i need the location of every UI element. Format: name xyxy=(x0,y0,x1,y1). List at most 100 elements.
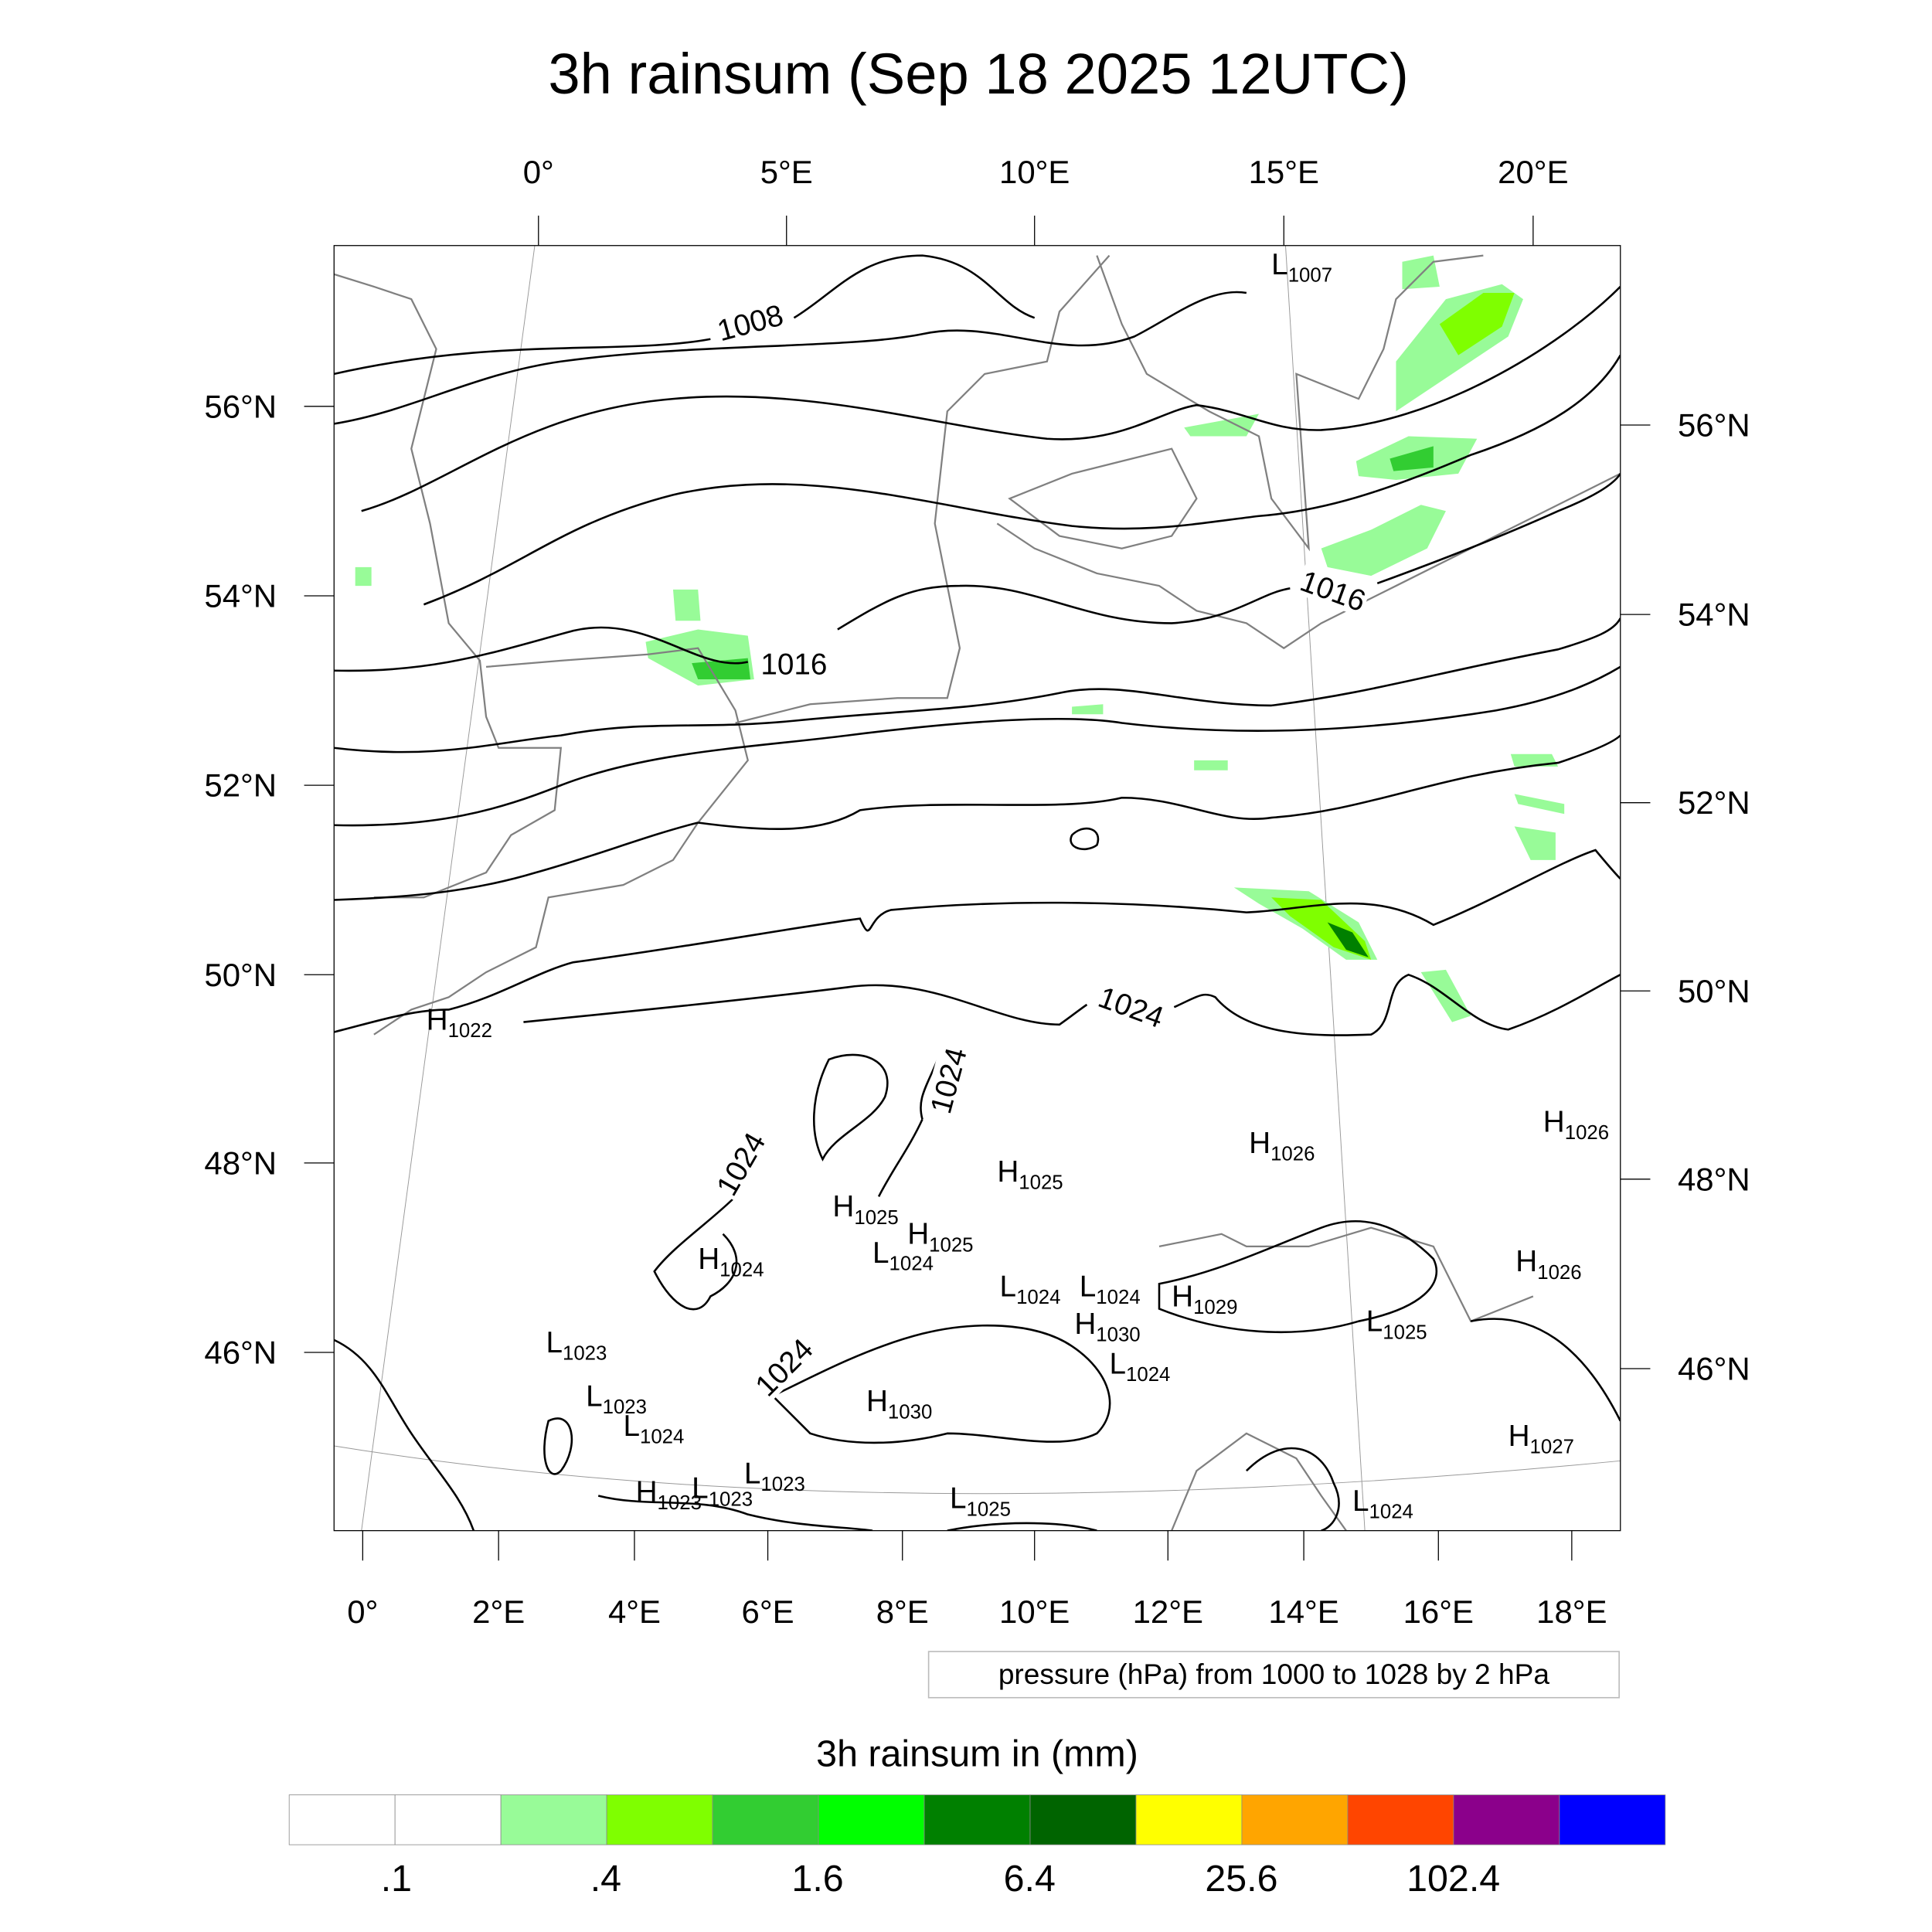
isobar-label: 1016 xyxy=(760,648,827,682)
right-axis-label: 54°N xyxy=(1678,597,1750,633)
bottom-axis-label: 10°E xyxy=(999,1594,1070,1630)
info-box: pressure (hPa) from 1000 to 1028 by 2 hP… xyxy=(927,1651,1620,1699)
rain-patch xyxy=(1194,760,1228,770)
info-box-text: pressure (hPa) from 1000 to 1028 by 2 hP… xyxy=(998,1658,1550,1690)
colorbar-label: 25.6 xyxy=(1205,1858,1277,1900)
high-pressure-label: H1027 xyxy=(1509,1420,1574,1458)
bottom-axis-label: 12°E xyxy=(1133,1594,1203,1630)
low-pressure-label: L1025 xyxy=(950,1482,1011,1521)
coastlines xyxy=(334,254,1621,1531)
left-axis-label: 56°N xyxy=(204,388,277,424)
low-pressure-label: L1024 xyxy=(1000,1270,1061,1308)
high-pressure-label: H1024 xyxy=(698,1243,764,1281)
low-pressure-label: L1024 xyxy=(1352,1485,1413,1523)
top-axis-label: 20°E xyxy=(1498,154,1568,190)
colorbar-label: .1 xyxy=(381,1858,412,1900)
colorbar-label: .4 xyxy=(590,1858,621,1900)
rain-patch xyxy=(355,566,372,587)
rain-patch xyxy=(1439,293,1515,355)
left-axis-label: 46°N xyxy=(204,1335,277,1371)
high-pressure-label: H1026 xyxy=(1515,1245,1581,1284)
colorbar-swatch xyxy=(1029,1794,1137,1845)
colorbar-title: 3h rainsum in (mm) xyxy=(816,1733,1138,1774)
isobar-label: 1008 xyxy=(714,298,787,348)
left-axis-label: 50°N xyxy=(204,957,277,993)
colorbar-swatch xyxy=(818,1794,925,1845)
high-pressure-label: H1026 xyxy=(1249,1127,1315,1165)
colorbar-swatch xyxy=(288,1794,396,1845)
low-pressure-label: L1023 xyxy=(744,1457,805,1495)
high-pressure-label: H1023 xyxy=(636,1476,702,1515)
low-pressure-label: L1023 xyxy=(546,1326,607,1365)
axes: 0° 5°E 10°E 15°E 20°E 0° 2°E 4°E 6°E 8°E 10°E 12°E 1… xyxy=(204,154,1750,1630)
low-pressure-label: L1024 xyxy=(872,1236,934,1275)
parallel-line xyxy=(334,1445,1621,1495)
bottom-axis-label: 6°E xyxy=(742,1594,794,1630)
meridian-0 xyxy=(361,245,536,1531)
colorbar-swatch xyxy=(1559,1794,1666,1845)
colorbar-swatch xyxy=(500,1794,607,1845)
bottom-axis-label: 16°E xyxy=(1403,1594,1474,1630)
high-pressure-label: H1025 xyxy=(997,1155,1063,1194)
right-axis-label: 50°N xyxy=(1678,973,1750,1009)
top-axis-label: 10°E xyxy=(999,154,1070,190)
right-axis-label: 52°N xyxy=(1678,784,1750,821)
high-pressure-label: H1030 xyxy=(866,1385,932,1423)
right-axis-label: 48°N xyxy=(1678,1161,1750,1197)
colorbar-swatch xyxy=(606,1794,713,1845)
top-axis-label: 15°E xyxy=(1249,154,1319,190)
high-pressure-label: H1026 xyxy=(1543,1106,1609,1145)
left-axis-label: 54°N xyxy=(204,577,277,614)
top-axis-label: 5°E xyxy=(760,154,813,190)
rain-patch xyxy=(1514,794,1565,815)
colorbar-swatch xyxy=(1135,1794,1243,1845)
rain-patch xyxy=(1184,413,1260,437)
rain-patch xyxy=(672,589,701,621)
bottom-axis-label: 2°E xyxy=(472,1594,525,1630)
bottom-axis-label: 8°E xyxy=(876,1594,929,1630)
map-frame xyxy=(333,245,1621,1532)
colorbar-label: 6.4 xyxy=(1004,1858,1056,1900)
left-axis-label: 48°N xyxy=(204,1145,277,1181)
isobar-contours xyxy=(334,254,1621,1531)
rain-areas xyxy=(355,255,1565,1022)
low-pressure-label: L1025 xyxy=(1366,1305,1427,1344)
isobar-label: 1024 xyxy=(924,1044,974,1117)
rain-patch xyxy=(1321,505,1446,577)
bottom-axis-label: 4°E xyxy=(608,1594,661,1630)
rain-patch xyxy=(1514,826,1556,860)
meridian-15e xyxy=(1284,245,1366,1531)
high-pressure-label: H1029 xyxy=(1172,1280,1237,1318)
low-pressure-label: L1023 xyxy=(586,1379,647,1418)
colorbar: 3h rainsum in (mm) .1 .4 1.6 6.4 25.6 102.4 xyxy=(288,1733,1666,1900)
high-pressure-label: H1030 xyxy=(1074,1308,1140,1346)
high-pressure-label: H1022 xyxy=(427,1003,492,1042)
colorbar-swatch xyxy=(1347,1794,1454,1845)
right-axis-label: 46°N xyxy=(1678,1350,1750,1386)
rain-patch xyxy=(1072,704,1104,715)
high-pressure-label: H1025 xyxy=(832,1190,898,1229)
bottom-axis-label: 14°E xyxy=(1268,1594,1338,1630)
isobar-label: 1024 xyxy=(710,1128,772,1202)
colorbar-swatch xyxy=(712,1794,819,1845)
low-pressure-label: L1024 xyxy=(1080,1270,1141,1308)
low-pressure-label: L1007 xyxy=(1271,248,1332,287)
left-axis-label: 52°N xyxy=(204,767,277,804)
bottom-axis-label: 0° xyxy=(347,1594,378,1630)
low-pressure-label: L1023 xyxy=(692,1472,753,1511)
colorbar-swatch xyxy=(923,1794,1031,1845)
figure-title: 3h rainsum (Sep 18 2025 12UTC) xyxy=(548,42,1408,106)
colorbar-label: 102.4 xyxy=(1406,1858,1500,1900)
colorbar-label: 1.6 xyxy=(791,1858,843,1900)
isobar-label: 1024 xyxy=(749,1332,819,1403)
rain-patch xyxy=(1327,922,1369,957)
rain-patch xyxy=(1389,446,1434,471)
colorbar-swatch xyxy=(1453,1794,1560,1845)
top-axis-label: 0° xyxy=(523,154,554,190)
right-axis-label: 56°N xyxy=(1678,407,1750,444)
colorbar-swatch xyxy=(1241,1794,1349,1845)
